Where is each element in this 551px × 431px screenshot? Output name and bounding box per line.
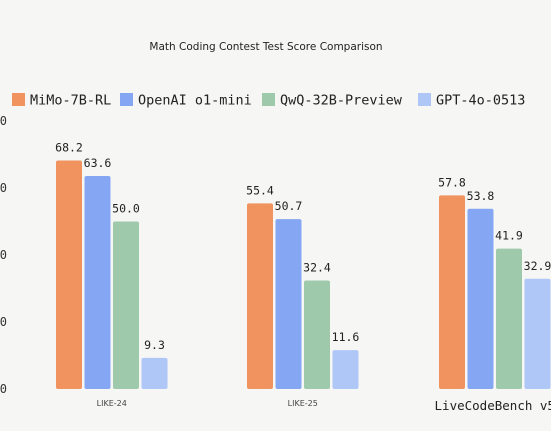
y-tick-label: 0	[0, 315, 7, 329]
y-tick-label: 0	[0, 248, 7, 262]
data-label: 41.9	[495, 229, 523, 243]
bar-gpt-4o-0513-livecodebench-v5	[524, 278, 551, 389]
data-label: 9.3	[144, 338, 165, 352]
bar-openai-o1-mini-like-25	[275, 219, 302, 389]
bar-openai-o1-mini-livecodebench-v5	[467, 208, 494, 389]
legend-swatch-openai-o1-mini	[120, 93, 133, 106]
y-tick-label: 0	[0, 181, 7, 195]
bar-qwq-32b-preview-like-25	[304, 280, 330, 389]
bar-qwq-32b-preview-like-24	[113, 221, 139, 389]
bars	[56, 160, 551, 389]
legend: MiMo-7B-RL OpenAI o1-mini QwQ-32B-Preview G…	[12, 93, 525, 109]
x-tick-label: LiveCodeBench v5	[435, 398, 551, 413]
bar-mimo-7b-rl-like-25	[247, 203, 273, 389]
legend-swatch-mimo-7b-rl	[12, 93, 25, 106]
bar-gpt-4o-0513-like-25	[332, 350, 359, 389]
y-tick-label: 0	[0, 114, 7, 128]
bar-gpt-4o-0513-like-24	[141, 357, 168, 389]
legend-swatch-gpt-4o-0513	[418, 93, 431, 106]
x-tick-label: LIKE-25	[288, 399, 318, 408]
legend-label-gpt-4o-0513: GPT-4o-0513	[436, 93, 525, 109]
x-axis: LIKE-24 LIKE-25 LiveCodeBench v5	[97, 398, 551, 413]
data-label: 32.4	[303, 260, 331, 274]
bar-qwq-32b-preview-livecodebench-v5	[496, 248, 522, 389]
data-labels: 68.263.6 50.0 9.3 55.450.7 32.4 11.6 57.853.8 4…	[55, 141, 551, 352]
data-label: 53.8	[467, 189, 495, 203]
bar-openai-o1-mini-like-24	[84, 175, 111, 389]
legend-swatch-qwq-32b-preview	[262, 93, 275, 106]
data-label: 57.8	[438, 175, 466, 189]
legend-label-mimo-7b-rl: MiMo-7B-RL	[30, 93, 111, 109]
data-label: 50.7	[275, 199, 303, 213]
data-label: 55.4	[246, 183, 274, 197]
data-label: 63.6	[84, 156, 112, 170]
data-label: 11.6	[332, 330, 360, 344]
data-label: 50.0	[112, 202, 140, 216]
y-axis: 0 0 0 0 0	[0, 114, 7, 396]
bar-mimo-7b-rl-like-24	[56, 160, 82, 389]
y-tick-label: 0	[0, 382, 7, 396]
legend-label-qwq-32b-preview: QwQ-32B-Preview	[280, 93, 403, 109]
legend-label-openai-o1-mini: OpenAI o1-mini	[138, 93, 252, 109]
chart-title: Math Coding Contest Test Score Compariso…	[149, 41, 382, 53]
data-label: 32.9	[524, 259, 551, 273]
data-label: 68.2	[55, 141, 83, 155]
x-tick-label: LIKE-24	[97, 399, 127, 408]
bar-mimo-7b-rl-livecodebench-v5	[439, 195, 465, 389]
